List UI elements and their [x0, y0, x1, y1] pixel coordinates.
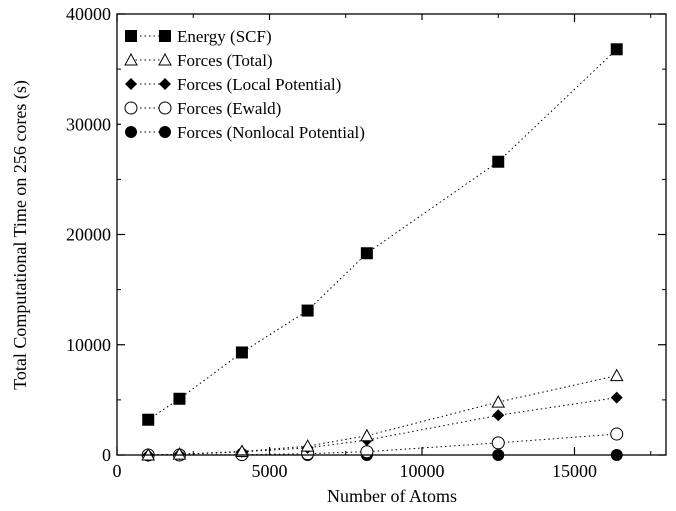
legend-label: Forces (Total) — [177, 51, 273, 70]
y-axis-label: Total Computational Time on 256 cores (s… — [10, 80, 31, 390]
data-point — [235, 346, 248, 359]
legend-marker — [125, 126, 137, 138]
data-point — [301, 304, 314, 317]
axes: 0 5000 10000 15000 0 10000 20000 30000 40000 — [66, 4, 667, 481]
y-tick-label: 10000 — [66, 335, 111, 355]
legend-label: Forces (Ewald) — [177, 99, 281, 118]
data-point — [360, 247, 373, 260]
x-tick-label: 0 — [113, 461, 122, 481]
x-tick-label: 5000 — [252, 461, 288, 481]
x-axis-label: Number of Atoms — [327, 486, 457, 506]
data-point — [492, 409, 505, 422]
legend: Energy (SCF) Forces (Total) Forces (Local … — [121, 20, 451, 148]
data-point — [142, 413, 155, 426]
series-line — [148, 397, 617, 456]
legend-marker — [125, 30, 137, 42]
legend-marker — [159, 78, 171, 90]
data-point — [491, 436, 505, 450]
y-tick-label: 40000 — [66, 4, 111, 24]
legend-label: Energy (SCF) — [177, 27, 272, 46]
legend-marker — [124, 52, 138, 66]
legend-marker — [159, 126, 171, 138]
data-point — [610, 391, 623, 404]
data-point — [300, 439, 315, 452]
series-line — [148, 375, 617, 456]
legend-label: Forces (Nonlocal Potential) — [177, 123, 365, 142]
data-point — [609, 368, 624, 382]
data-point — [491, 395, 506, 408]
data-point — [173, 392, 186, 405]
legend-marker — [158, 101, 172, 115]
data-point — [172, 447, 187, 460]
legend-box — [121, 20, 451, 148]
y-tick-label: 20000 — [66, 225, 111, 245]
x-tick-label: 15000 — [552, 461, 597, 481]
data-point — [610, 427, 624, 441]
legend-label: Forces (Local Potential) — [177, 75, 341, 94]
data-point — [610, 43, 623, 56]
data-point — [360, 445, 374, 459]
legend-marker — [159, 30, 171, 42]
legend-marker — [125, 78, 137, 90]
y-tick-label: 0 — [102, 445, 111, 465]
x-tick-label: 10000 — [400, 461, 445, 481]
data-point — [235, 444, 249, 457]
legend-marker — [158, 52, 172, 66]
y-tick-label: 30000 — [66, 114, 111, 134]
legend-marker — [124, 101, 138, 115]
data-point — [360, 428, 374, 442]
data-point — [492, 155, 505, 168]
